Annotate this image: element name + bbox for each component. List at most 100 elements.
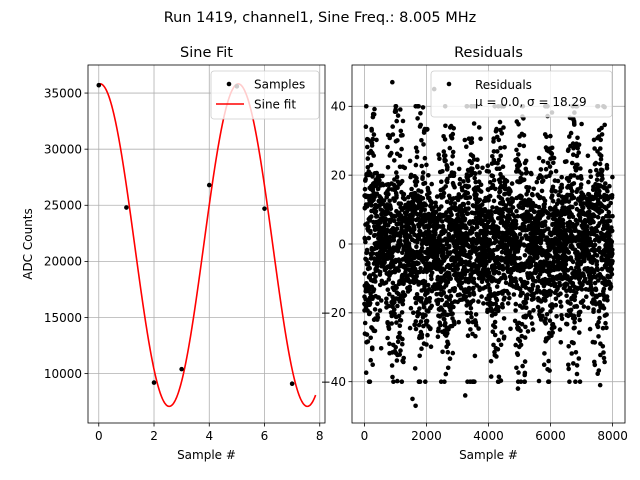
residual-point [504,178,510,184]
residual-point [610,213,615,219]
residual-point [385,287,391,293]
residual-point [410,216,416,222]
residual-point [547,253,553,259]
residual-point [496,337,502,343]
residual-point [365,156,371,161]
sample-point [179,366,184,372]
residual-point [609,228,615,234]
residual-point [507,216,512,221]
residual-point [472,353,478,359]
residual-point [517,232,523,237]
residual-point [560,217,566,223]
residual-point [380,173,385,179]
residual-point [464,310,470,316]
residual-point [508,189,513,194]
residual-point [486,169,492,174]
residual-point [502,145,507,150]
residual-point [558,291,563,297]
residual-point [521,143,527,149]
residual-point [536,378,542,384]
residual-point [538,317,544,322]
residual-point [419,189,424,194]
residual-point [491,198,497,204]
residual-point [477,170,482,175]
residual-point [609,267,615,272]
figure-suptitle: Run 1419, channel1, Sine Freq.: 8.005 MH… [164,10,477,26]
residual-point [443,158,448,163]
residual-point [362,320,368,326]
residual-point [545,160,551,166]
residual-point [597,292,602,298]
residual-point [521,133,527,138]
residual-point [462,271,468,277]
residual-point [419,346,424,352]
residual-point [425,282,431,288]
residual-point [498,153,504,159]
residual-point [442,379,447,385]
residual-point [428,326,433,331]
residual-point [551,160,556,166]
residual-point [553,302,559,308]
residual-point [550,330,555,335]
residual-point [468,255,473,261]
sine-legend-samples-marker [226,81,232,87]
residual-point [547,318,553,323]
residual-point [423,313,428,318]
residual-point [490,205,495,210]
residual-point [558,299,563,305]
residual-point [600,325,606,331]
residual-point [443,371,449,377]
residual-point [544,134,549,140]
resid-x-tick-label: 4000 [473,429,504,443]
residual-point [408,172,414,178]
residual-point [604,325,609,331]
residual-point [560,221,566,226]
residual-point [593,287,599,293]
residual-point [553,296,559,302]
residual-point [474,224,480,230]
residual-point [396,268,402,273]
residual-point [425,126,430,132]
residual-point [473,333,478,339]
residual-point [371,132,377,137]
residual-point [595,324,601,330]
residual-point [389,363,395,368]
residual-point [513,308,518,313]
residual-point [567,379,572,385]
residual-point [578,166,583,171]
residual-point [462,393,468,398]
residual-point [365,339,371,344]
residual-point [422,279,428,285]
residual-point [364,204,370,209]
residual-point [599,132,605,137]
residual-point [498,378,504,383]
residual-point [438,322,443,328]
residual-point [530,283,536,289]
residual-point [394,174,400,180]
residual-point [409,186,414,192]
residual-point [363,124,369,129]
residual-point [429,270,435,276]
residual-point [598,194,604,200]
residual-point [602,122,607,128]
residual-point [584,294,589,300]
residual-point [522,379,527,385]
residual-point [564,228,569,233]
residual-point [571,152,576,157]
residual-point [574,221,580,226]
residual-point [420,196,426,201]
residual-point [419,138,424,143]
residual-point [452,201,458,206]
residual-point [451,304,456,310]
residual-point [524,296,530,301]
residual-point [585,224,590,229]
residual-point [554,314,559,319]
residual-point [582,258,587,264]
residual-point [571,340,576,346]
residual-point [422,207,428,213]
residual-point [462,248,467,254]
residual-point [447,289,453,294]
residual-point [493,186,498,192]
residual-point [508,270,514,276]
